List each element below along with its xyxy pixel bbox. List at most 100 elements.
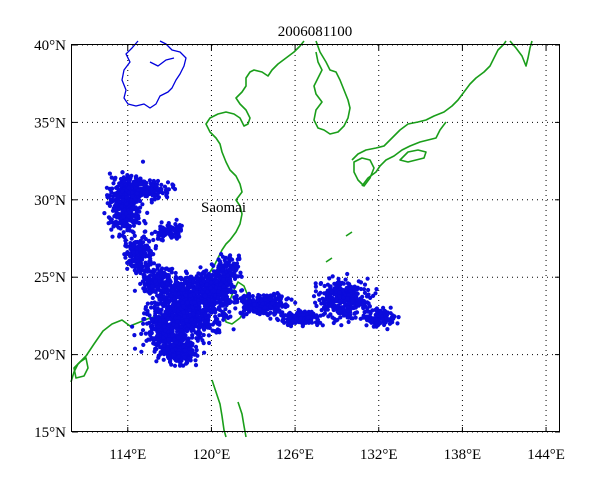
ensemble-point [149, 301, 154, 306]
ensemble-point [350, 299, 355, 304]
ensemble-point [132, 333, 137, 338]
ensemble-point [221, 277, 226, 282]
ensemble-point [124, 195, 129, 200]
ensemble-point [155, 293, 160, 298]
ensemble-point [231, 327, 236, 332]
ensemble-point [349, 316, 354, 321]
ensemble-point [180, 321, 185, 326]
ensemble-point [118, 183, 124, 188]
ensemble-point [313, 289, 318, 294]
ensemble-point [374, 287, 379, 292]
ensemble-point [313, 300, 318, 305]
ensemble-point [120, 233, 125, 238]
ensemble-point [140, 328, 146, 333]
ensemble-point [268, 316, 273, 321]
ensemble-point [202, 319, 207, 324]
ensemble-point [371, 324, 376, 329]
ensemble-point [186, 323, 191, 328]
ensemble-point [336, 276, 341, 281]
ensemble-point [126, 214, 131, 219]
ensemble-point [124, 218, 130, 223]
ensemble-point [178, 228, 183, 233]
ensemble-point [179, 277, 184, 282]
ensemble-point [316, 292, 321, 297]
ensemble-point [208, 285, 213, 290]
ensemble-point [145, 308, 150, 313]
ensemble-point [221, 317, 226, 322]
ensemble-point [281, 314, 286, 319]
ensemble-point [321, 305, 327, 310]
ensemble-point [357, 299, 362, 304]
ensemble-point [208, 280, 214, 285]
ensemble-point [318, 281, 323, 286]
ensemble-point [161, 343, 166, 348]
ensemble-point [289, 297, 294, 302]
ensemble-point [236, 253, 241, 258]
ensemble-point [185, 300, 190, 305]
ensemble-point [358, 286, 364, 292]
hainan-coastline [73, 357, 89, 379]
ensemble-point [172, 291, 177, 296]
ensemble-point [195, 338, 200, 343]
ensemble-point [263, 297, 268, 302]
ensemble-point [343, 301, 348, 306]
ensemble-point [180, 300, 185, 305]
ensemble-point [228, 264, 233, 269]
ensemble-point [238, 310, 243, 315]
ensemble-point [133, 269, 138, 274]
ensemble-point [168, 316, 173, 322]
ensemble-point [150, 284, 155, 289]
ensemble-point [105, 193, 110, 198]
ensemble-point [140, 279, 145, 284]
ensemble-point [334, 292, 339, 297]
ensemble-point [260, 301, 265, 306]
ensemble-point [160, 191, 165, 196]
ensemble-point [314, 303, 319, 309]
ensemble-point [382, 322, 387, 328]
ensemble-point [361, 299, 366, 305]
ensemble-point [165, 281, 170, 286]
ensemble-point [179, 328, 184, 333]
ensemble-point [204, 268, 209, 273]
ensemble-point [212, 288, 217, 294]
ensemble-point [194, 284, 200, 289]
ensemble-point [122, 252, 127, 257]
typhoon-name-label: Saomai [201, 200, 246, 216]
ensemble-point [216, 289, 221, 294]
ensemble-point [170, 303, 175, 308]
ensemble-point [171, 227, 176, 232]
ensemble-point [202, 293, 208, 299]
ensemble-point [174, 340, 179, 345]
ensemble-point [345, 271, 350, 277]
ensemble-point [370, 308, 375, 313]
ensemble-point [298, 316, 303, 321]
ensemble-point [328, 303, 333, 308]
ensemble-point [213, 308, 218, 313]
ensemble-point [218, 298, 224, 303]
ensemble-point [151, 336, 156, 341]
ensemble-point [155, 333, 160, 338]
ensemble-point [201, 332, 206, 338]
ensemble-point [284, 303, 289, 308]
ensemble-point [353, 287, 358, 292]
ensemble-point [287, 315, 292, 320]
ensemble-point [158, 301, 163, 306]
ensemble-point [246, 294, 252, 299]
ensemble-point [234, 265, 239, 270]
ensemble-point [134, 191, 140, 196]
ensemble-point [155, 263, 160, 268]
ensemble-point [213, 271, 218, 277]
lat-tick-label: 15°N [34, 425, 66, 441]
ensemble-point [165, 195, 170, 200]
ensemble-point [218, 260, 223, 265]
ensemble-point [235, 257, 240, 262]
ensemble-point [160, 287, 166, 292]
ensemble-point [217, 313, 222, 318]
ensemble-point [147, 320, 152, 325]
ensemble-point [340, 287, 345, 293]
ensemble-point [140, 159, 146, 164]
ensemble-point [197, 301, 202, 306]
ensemble-point [141, 342, 146, 347]
ensemble-point [361, 306, 366, 311]
